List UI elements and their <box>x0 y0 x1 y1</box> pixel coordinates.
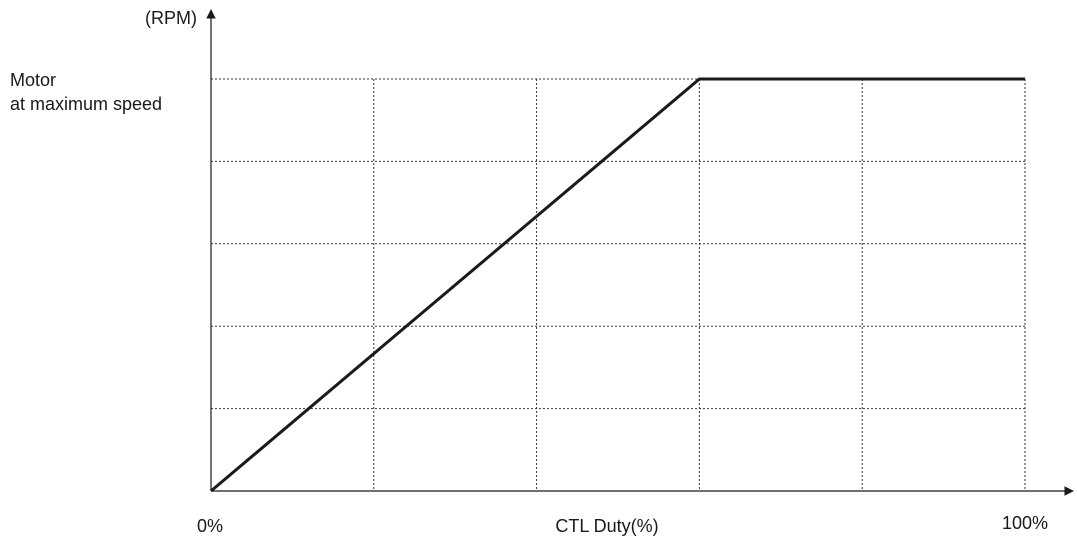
x-axis-label: CTL Duty(%) <box>555 516 658 536</box>
y-annotation-line-2: at maximum speed <box>10 94 162 114</box>
x-tick-label-start: 0% <box>197 516 223 536</box>
y-axis-label: (RPM) <box>145 8 197 28</box>
series <box>210 77 1025 493</box>
series-line <box>210 77 1025 493</box>
y-annotation-line-1: Motor <box>10 70 56 90</box>
x-tick-label-end: 100% <box>1002 513 1048 533</box>
grid <box>211 78 1026 491</box>
